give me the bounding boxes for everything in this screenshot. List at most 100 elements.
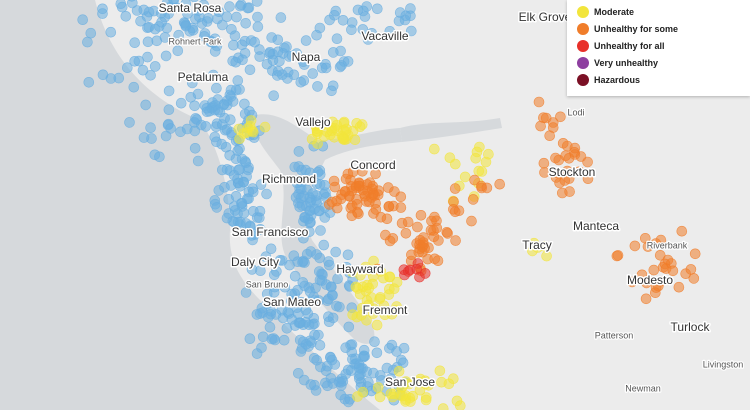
sensor-dot xyxy=(330,246,342,258)
sensor-dot xyxy=(405,3,416,14)
sensor-dot xyxy=(163,85,175,97)
sensor-dot xyxy=(337,132,349,143)
sensor-dot xyxy=(267,54,279,66)
sensor-dot xyxy=(441,227,453,238)
sensor-dot xyxy=(240,287,252,298)
sensor-dot xyxy=(297,277,309,288)
sensor-dot xyxy=(149,149,161,161)
sensor-dot xyxy=(467,194,479,205)
sensor-dot xyxy=(371,319,383,331)
sensor-dot xyxy=(238,207,250,219)
sensor-dot xyxy=(185,92,197,103)
sensor-dot xyxy=(402,216,414,228)
sensor-dot xyxy=(346,24,357,36)
sensor-dot xyxy=(128,81,140,93)
sensor-dot xyxy=(181,123,193,135)
sensor-dot xyxy=(291,302,303,314)
sensor-dot xyxy=(289,270,301,282)
sensor-dot xyxy=(266,32,278,43)
sensor-dot xyxy=(266,333,278,345)
sensor-dot xyxy=(357,184,369,196)
sensor-dot xyxy=(229,30,241,42)
sensor-dot xyxy=(161,22,173,34)
sensor-dot xyxy=(417,237,429,248)
sensor-dot xyxy=(415,373,426,385)
sensor-dot xyxy=(371,347,383,359)
sensor-dot xyxy=(404,264,416,276)
sensor-dot xyxy=(353,362,365,374)
ocean xyxy=(0,0,380,410)
sensor-dot xyxy=(239,98,250,110)
sensor-dot xyxy=(449,158,461,170)
sensor-dot xyxy=(303,226,315,237)
city-label: Elk Grove xyxy=(519,10,572,24)
sensor-dot xyxy=(384,235,396,247)
city-label: Turlock xyxy=(671,320,711,334)
sensor-dot xyxy=(415,210,427,221)
sensor-dot xyxy=(326,354,338,366)
sensor-dot xyxy=(685,264,697,275)
sensor-dot xyxy=(208,69,219,81)
city-label: Concord xyxy=(350,158,395,172)
sensor-dot xyxy=(474,141,485,153)
sensor-dot xyxy=(245,115,257,126)
legend-item: Hazardous xyxy=(577,73,640,87)
town-label: Livingston xyxy=(703,359,744,369)
sensor-dot xyxy=(481,182,493,194)
sensor-dot xyxy=(383,201,395,212)
sensor-dot xyxy=(611,250,623,262)
legend-item: Unhealthy for all xyxy=(577,39,665,53)
sensor-dot xyxy=(412,221,423,233)
sensor-dot xyxy=(363,282,375,294)
town-label: Lodi xyxy=(567,107,584,117)
sensor-dot xyxy=(323,311,334,323)
sensor-dot xyxy=(371,263,383,275)
sensor-dot xyxy=(315,225,326,236)
sensor-dot xyxy=(432,255,444,267)
sensor-dot xyxy=(180,19,191,31)
sensor-dot xyxy=(142,36,154,48)
sensor-dot xyxy=(127,0,138,9)
sensor-dot xyxy=(293,146,305,157)
sensor-dot xyxy=(300,35,312,46)
sensor-dot xyxy=(307,68,319,79)
sensor-dot xyxy=(232,75,244,86)
sensor-dot xyxy=(649,287,661,299)
sensor-dot xyxy=(297,256,308,268)
sensor-dot xyxy=(129,37,140,49)
sensor-dot xyxy=(541,250,552,262)
sensor-dot xyxy=(211,82,222,94)
sensor-dot xyxy=(394,7,406,18)
sensor-dot xyxy=(208,37,219,49)
sensor-dot xyxy=(275,12,287,23)
sensor-dot xyxy=(473,165,485,177)
sensor-dot xyxy=(113,72,125,84)
sensor-dot xyxy=(355,269,366,281)
sensor-dot xyxy=(249,36,260,48)
sensor-dot xyxy=(346,200,358,212)
sensor-dot xyxy=(192,155,204,167)
sensor-dot xyxy=(414,384,426,396)
sensor-dot xyxy=(281,322,293,334)
sensor-dot xyxy=(251,309,263,320)
town-label: Newman xyxy=(625,383,661,393)
sensor-dot xyxy=(550,152,561,164)
sensor-dot xyxy=(327,47,339,58)
sensor-layer xyxy=(77,0,701,410)
sensor-dot xyxy=(128,0,136,2)
sensor-dot xyxy=(243,193,254,204)
city-label: Manteca xyxy=(573,219,619,233)
sensor-dot xyxy=(448,196,459,207)
sensor-dot xyxy=(355,309,367,321)
sensor-dot xyxy=(321,295,333,307)
sensor-dot xyxy=(244,64,256,76)
city-label: Daly City xyxy=(231,255,279,269)
legend-item: Unhealthy for some xyxy=(577,22,678,36)
sensor-dot xyxy=(163,104,175,115)
sensor-dot xyxy=(648,264,660,276)
sensor-dot xyxy=(122,62,133,73)
sensor-dot xyxy=(357,386,369,398)
sensor-dot xyxy=(330,5,342,17)
sensor-dot xyxy=(232,173,243,185)
sensor-dot xyxy=(149,61,161,72)
